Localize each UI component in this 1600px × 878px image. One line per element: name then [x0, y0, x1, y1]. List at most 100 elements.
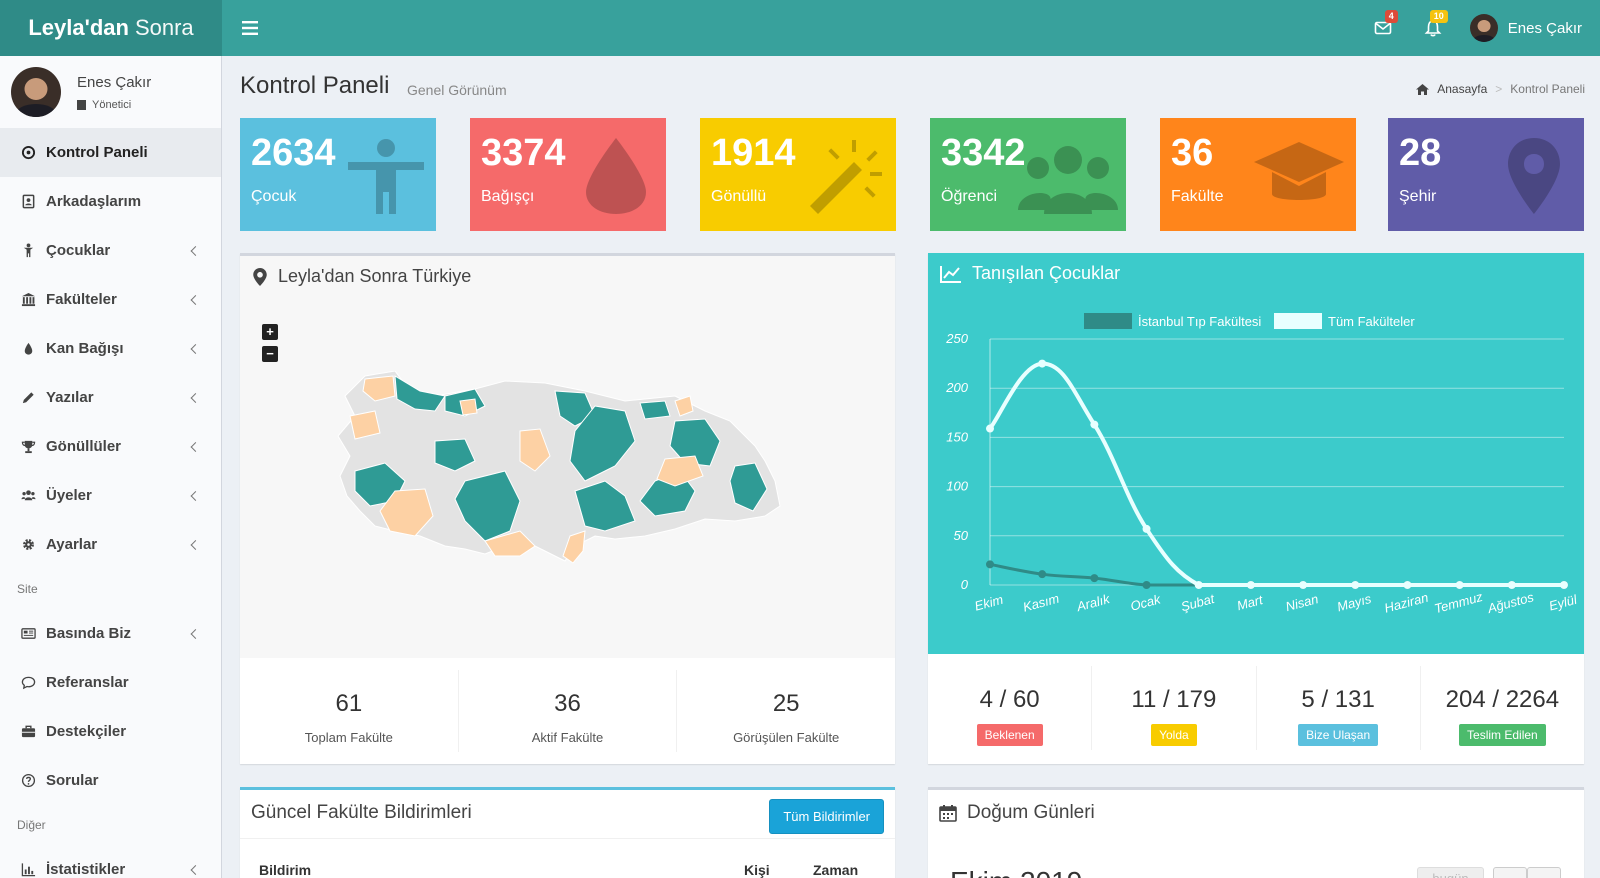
- info-box-cocuk[interactable]: 2634 Çocuk: [240, 118, 436, 231]
- breadcrumb-home-link[interactable]: Anasayfa: [1437, 82, 1488, 96]
- y-tick-label: 0: [961, 577, 969, 592]
- brand-logo[interactable]: Leyla'dan Sonra: [0, 0, 222, 56]
- sidebar-item-destekciler[interactable]: Destekçiler: [0, 707, 221, 756]
- user-panel: Enes Çakır Yönetici: [0, 56, 221, 128]
- sidebar-item-referanslar[interactable]: Referanslar: [0, 658, 221, 707]
- info-box-sehir[interactable]: 28 Şehir: [1388, 118, 1584, 231]
- stat-aktif-fakulte: 36 Aktif Fakülte: [459, 670, 678, 752]
- sidebar-item-gonulluler[interactable]: Gönüllüler: [0, 422, 221, 471]
- info-box-gonullu[interactable]: 1914 Gönüllü: [700, 118, 896, 231]
- children-stats: 4 / 60 Beklenen 11 / 179 Yolda 5 / 131 Bize…: [928, 654, 1584, 764]
- chevron-left-icon: [190, 490, 201, 501]
- sidebar-item-label: Arkadaşlarım: [46, 193, 142, 210]
- breadcrumb-current: Kontrol Paneli: [1510, 82, 1585, 96]
- sidebar-item-uyeler[interactable]: Üyeler: [0, 471, 221, 520]
- sidebar-item-sorular[interactable]: Sorular: [0, 756, 221, 805]
- info-box-fakulte[interactable]: 36 Fakülte: [1160, 118, 1356, 231]
- data-point: [1142, 581, 1151, 589]
- brand-bold: Leyla'dan: [28, 15, 129, 40]
- map-zoom-out-button[interactable]: −: [262, 346, 278, 362]
- sidebar-item-label: Ayarlar: [46, 536, 98, 553]
- sidebar-item-label: Gönüllüler: [46, 438, 121, 455]
- all-notifications-button[interactable]: Tüm Bildirimler: [769, 799, 884, 834]
- calendar-icon: [939, 805, 957, 822]
- sidebar-item-label: Fakülteler: [46, 291, 117, 308]
- turkey-map[interactable]: Leyla'dan Sonra Türkiye + −: [240, 256, 895, 658]
- info-box-value: 3342: [941, 132, 1026, 174]
- users-icon: [1018, 146, 1118, 214]
- blood-drop-icon: [586, 138, 646, 214]
- sidebar-item-arkadaslarim[interactable]: Arkadaşlarım: [0, 177, 221, 226]
- comment-icon: [21, 676, 35, 690]
- sidebar-user-name: Enes Çakır: [77, 73, 152, 91]
- x-tick-label: Eylül: [1547, 591, 1579, 613]
- sidebar-item-istatistikler[interactable]: İstatistikler: [0, 845, 221, 878]
- faculty-stats: 61 Toplam Fakülte 36 Aktif Fakülte 25 Görüş…: [240, 658, 895, 764]
- notifications-title: Güncel Fakülte Bildirimleri: [251, 802, 472, 823]
- column-header-kisi[interactable]: Kişi: [744, 862, 770, 878]
- sidebar-item-label: Sorular: [46, 772, 99, 789]
- gear-icon: [22, 539, 34, 550]
- sidebar-item-label: Kan Bağışı: [46, 340, 124, 357]
- info-box-ogrenci[interactable]: 3342 Öğrenci: [930, 118, 1126, 231]
- sidebar-item-yazilar[interactable]: Yazılar: [0, 373, 221, 422]
- sidebar-header-diger: Diğer: [17, 818, 46, 832]
- chart-box-title: Tanışılan Çocuklar: [940, 263, 1120, 284]
- line-chart-icon: [940, 265, 961, 283]
- sidebar-user-role: Yönetici: [77, 99, 151, 111]
- breadcrumb-separator: >: [1495, 82, 1503, 96]
- notifications-badge: 10: [1429, 10, 1448, 23]
- cstat-bize-ulasan: 5 / 131 Bize Ulaşan: [1257, 666, 1421, 750]
- data-point: [986, 560, 994, 569]
- series-line: [988, 361, 1564, 587]
- calendar-prev-button[interactable]: [1493, 867, 1527, 878]
- sidebar-item-kan-bagisi[interactable]: Kan Bağışı: [0, 324, 221, 373]
- calendar-today-button[interactable]: bugün: [1417, 867, 1484, 878]
- line-chart[interactable]: 0 50 100 150 200 250 Ekim Kasım Aralık Ocak Şubat M…: [928, 253, 1584, 654]
- info-box-value: 3374: [481, 132, 566, 174]
- info-box-value: 36: [1171, 132, 1214, 174]
- messages-button[interactable]: 4: [1358, 0, 1408, 56]
- chart-box-title-text: Tanışılan Çocuklar: [972, 263, 1121, 283]
- calendar-next-button[interactable]: [1527, 867, 1561, 878]
- data-point: [1351, 581, 1360, 589]
- column-header-bildirim[interactable]: Bildirim: [259, 862, 312, 878]
- sidebar-item-label: İstatistikler: [46, 861, 126, 878]
- data-point: [1455, 581, 1464, 589]
- trophy-icon: [21, 440, 35, 454]
- sidebar-item-basinda-biz[interactable]: Basında Biz: [0, 609, 221, 658]
- chevron-left-icon: [190, 245, 201, 256]
- child-icon: [23, 243, 33, 258]
- avatar: [1469, 14, 1498, 42]
- turkey-provinces[interactable]: [335, 371, 795, 571]
- data-point: [1403, 581, 1412, 589]
- sidebar-item-label: Destekçiler: [46, 723, 127, 740]
- map-box: Leyla'dan Sonra Türkiye + −: [240, 253, 895, 764]
- info-box-bagisci[interactable]: 3374 Bağışçı: [470, 118, 666, 231]
- stat-value: 25: [772, 690, 800, 717]
- magic-wand-icon: [810, 140, 882, 214]
- data-point: [1299, 581, 1308, 589]
- pencil-icon: [22, 392, 34, 404]
- envelope-icon: [1374, 21, 1392, 35]
- university-icon: [21, 292, 35, 307]
- sidebar-item-ayarlar[interactable]: Ayarlar: [0, 520, 221, 569]
- sidebar-item-cocuklar[interactable]: Çocuklar: [0, 226, 221, 275]
- newspaper-icon: [20, 628, 36, 639]
- sidebar-item-kontrol-paneli[interactable]: Kontrol Paneli: [0, 128, 221, 177]
- map-zoom-in-button[interactable]: +: [262, 324, 278, 340]
- map-marker-icon: [253, 267, 267, 286]
- notifications-button[interactable]: 10: [1408, 0, 1458, 56]
- chevron-left-icon: [190, 539, 201, 550]
- column-header-zaman[interactable]: Zaman: [813, 862, 859, 878]
- user-menu[interactable]: Enes Çakır: [1469, 14, 1582, 42]
- sidebar-item-label: Üyeler: [46, 487, 92, 504]
- sidebar-item-label: Referanslar: [46, 674, 129, 691]
- chart-area: Tanışılan Çocuklar 0 50 100 150 200 250 Ekim Ka…: [928, 253, 1584, 654]
- data-point: [1560, 581, 1568, 589]
- sidebar-item-fakulteler[interactable]: Fakülteler: [0, 275, 221, 324]
- sidebar-toggle-button[interactable]: [222, 0, 278, 56]
- data-point: [1142, 524, 1151, 533]
- y-tick-label: 100: [946, 479, 968, 494]
- x-tick-label: Nisan: [1284, 591, 1320, 614]
